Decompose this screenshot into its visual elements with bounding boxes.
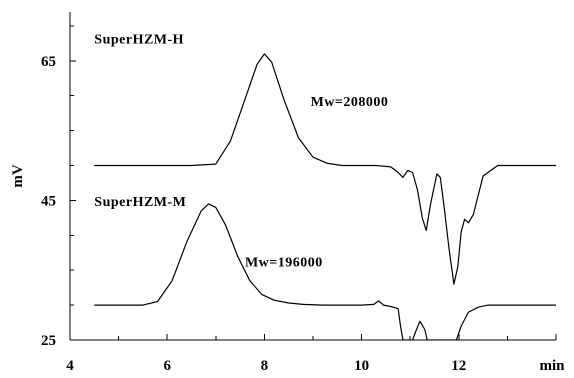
- series-line-2: [94, 203, 556, 340]
- x-axis-label: min: [539, 358, 565, 374]
- series-line-1: [94, 53, 556, 285]
- y-tick-label: 45: [41, 193, 56, 209]
- x-tick-label: 12: [451, 358, 466, 374]
- plot-area: [94, 53, 556, 340]
- y-tick-label: 65: [41, 54, 56, 70]
- ticks: [69, 25, 557, 341]
- annotation-label-m: SuperHZM-M: [94, 195, 186, 210]
- y-tick-label: 25: [41, 333, 56, 349]
- y-axis-label: mV: [10, 164, 26, 187]
- x-tick-label: 8: [261, 358, 269, 374]
- annotation-mw-h: Mw=208000: [311, 95, 389, 110]
- x-tick-label: 4: [66, 358, 74, 374]
- x-tick-label: 6: [163, 358, 171, 374]
- annotation-mw-m: Mw=196000: [245, 256, 323, 271]
- tick-labels: 4 6 8 10 12 25 45 65: [41, 54, 466, 374]
- annotations: SuperHZM-H Mw=208000 SuperHZM-M Mw=196000: [94, 32, 388, 270]
- x-tick-label: 10: [354, 358, 369, 374]
- annotation-label-h: SuperHZM-H: [94, 32, 184, 47]
